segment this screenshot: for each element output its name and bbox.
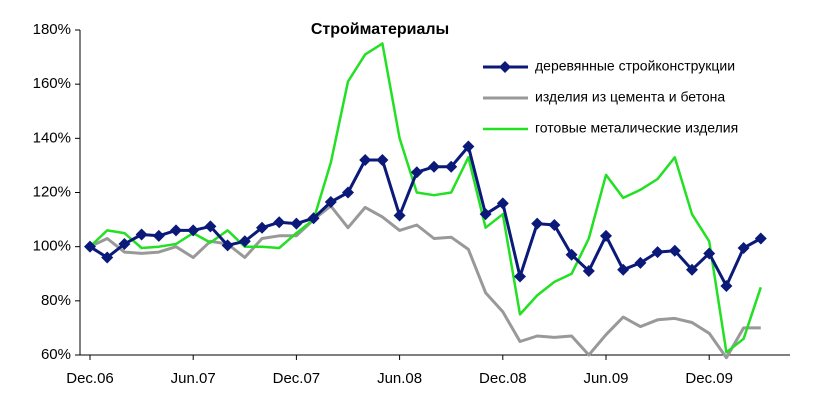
point bbox=[118, 237, 131, 250]
point bbox=[514, 270, 526, 283]
point bbox=[737, 242, 750, 255]
point bbox=[393, 209, 406, 222]
y-tick-label: 60% bbox=[41, 346, 71, 363]
point bbox=[479, 208, 492, 221]
point bbox=[462, 140, 475, 153]
chart-title: Стройматериалы bbox=[311, 21, 449, 38]
point bbox=[600, 229, 612, 242]
x-tick-label: Dec.08 bbox=[479, 370, 527, 387]
legend-label: изделия из цемента и бетона bbox=[535, 89, 725, 105]
point bbox=[101, 251, 114, 264]
x-tick-label: Jun.09 bbox=[583, 370, 628, 387]
y-tick-label: 140% bbox=[33, 129, 71, 146]
y-tick-label: 180% bbox=[33, 21, 71, 38]
legend-label: готовые металические изделия bbox=[535, 120, 738, 136]
point bbox=[754, 232, 767, 245]
point bbox=[324, 195, 337, 208]
point bbox=[170, 224, 182, 237]
point bbox=[686, 263, 698, 276]
point bbox=[617, 263, 630, 276]
point bbox=[428, 160, 440, 173]
point bbox=[187, 224, 200, 237]
point bbox=[256, 221, 268, 234]
point bbox=[531, 217, 544, 230]
point bbox=[342, 186, 354, 199]
point bbox=[634, 256, 647, 269]
legend-label: деревянные стройконструкции bbox=[535, 58, 735, 74]
series-line bbox=[89, 204, 761, 360]
y-tick-label: 100% bbox=[33, 238, 71, 255]
series-line bbox=[89, 42, 762, 354]
point bbox=[496, 197, 509, 210]
point bbox=[273, 216, 286, 229]
point bbox=[445, 160, 458, 173]
point bbox=[204, 220, 217, 233]
x-tick-label: Jun.08 bbox=[377, 370, 422, 387]
y-tick-label: 120% bbox=[33, 183, 71, 200]
point bbox=[582, 265, 595, 278]
x-tick-label: Dec.06 bbox=[66, 370, 114, 387]
point bbox=[359, 154, 372, 166]
point bbox=[651, 246, 664, 259]
series-line bbox=[89, 145, 762, 288]
legend-marker bbox=[499, 61, 511, 73]
point bbox=[376, 154, 389, 166]
point bbox=[152, 229, 165, 242]
point bbox=[290, 217, 303, 230]
point bbox=[135, 228, 148, 241]
y-tick-label: 80% bbox=[41, 292, 71, 309]
point bbox=[565, 248, 578, 261]
point bbox=[410, 166, 423, 179]
x-tick-label: Jun.07 bbox=[171, 370, 216, 387]
point bbox=[703, 247, 716, 260]
point bbox=[84, 240, 96, 253]
x-tick-label: Dec.09 bbox=[685, 370, 733, 387]
point bbox=[668, 244, 681, 257]
point bbox=[720, 279, 733, 292]
point bbox=[238, 235, 251, 248]
point bbox=[548, 219, 561, 231]
y-tick-label: 160% bbox=[33, 75, 71, 92]
x-tick-label: Dec.07 bbox=[273, 370, 321, 387]
point bbox=[307, 212, 320, 225]
point bbox=[221, 239, 234, 252]
